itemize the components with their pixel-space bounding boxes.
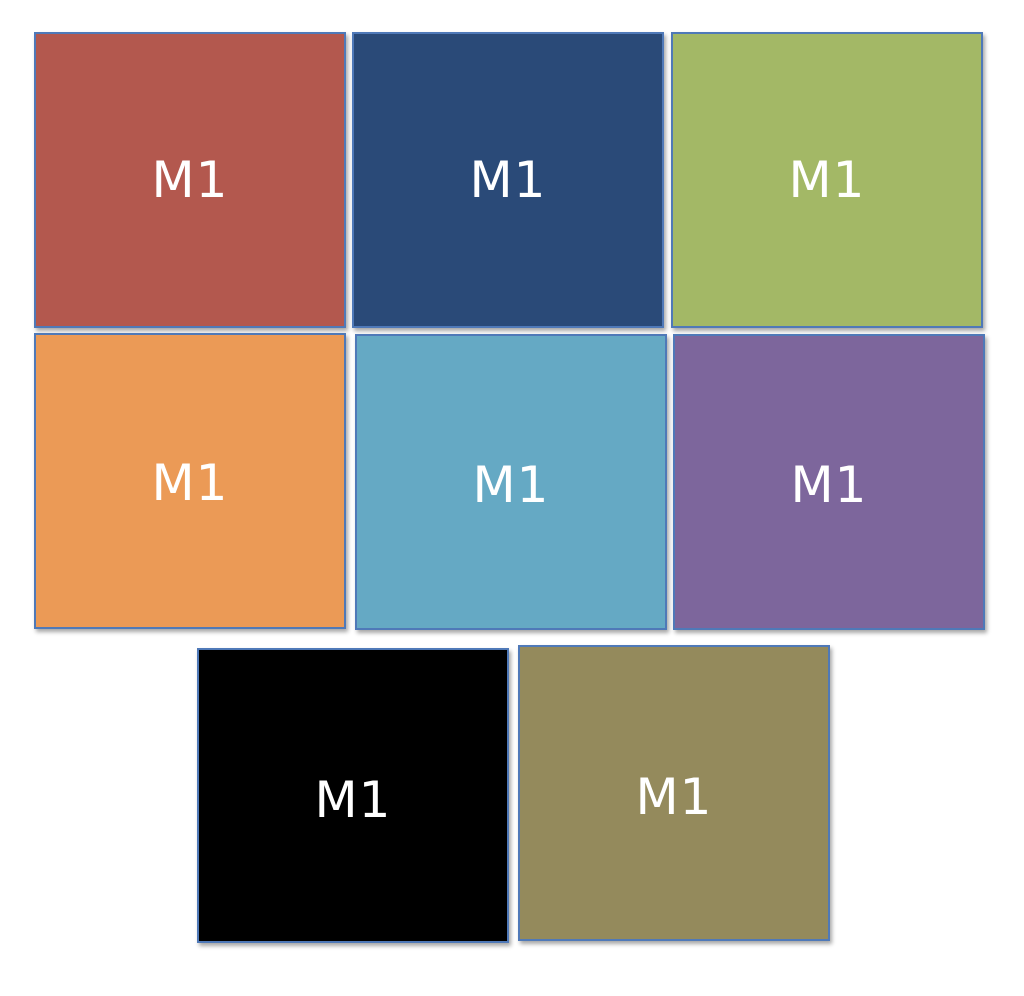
tile-light-blue: M1 bbox=[355, 334, 667, 630]
tile-black: M1 bbox=[197, 648, 509, 943]
tile-label: M1 bbox=[151, 151, 229, 209]
tile-olive: M1 bbox=[518, 645, 830, 941]
tile-label: M1 bbox=[472, 456, 550, 514]
tile-label: M1 bbox=[788, 151, 866, 209]
tile-label: M1 bbox=[151, 454, 229, 512]
tile-orange: M1 bbox=[34, 333, 346, 629]
tile-label: M1 bbox=[790, 456, 868, 514]
tile-label: M1 bbox=[314, 770, 392, 829]
tile-label: M1 bbox=[469, 151, 547, 209]
tile-dark-blue: M1 bbox=[352, 32, 664, 328]
tile-red: M1 bbox=[34, 32, 346, 328]
tile-green: M1 bbox=[671, 32, 983, 328]
tile-purple: M1 bbox=[673, 334, 985, 630]
tile-label: M1 bbox=[635, 768, 713, 826]
